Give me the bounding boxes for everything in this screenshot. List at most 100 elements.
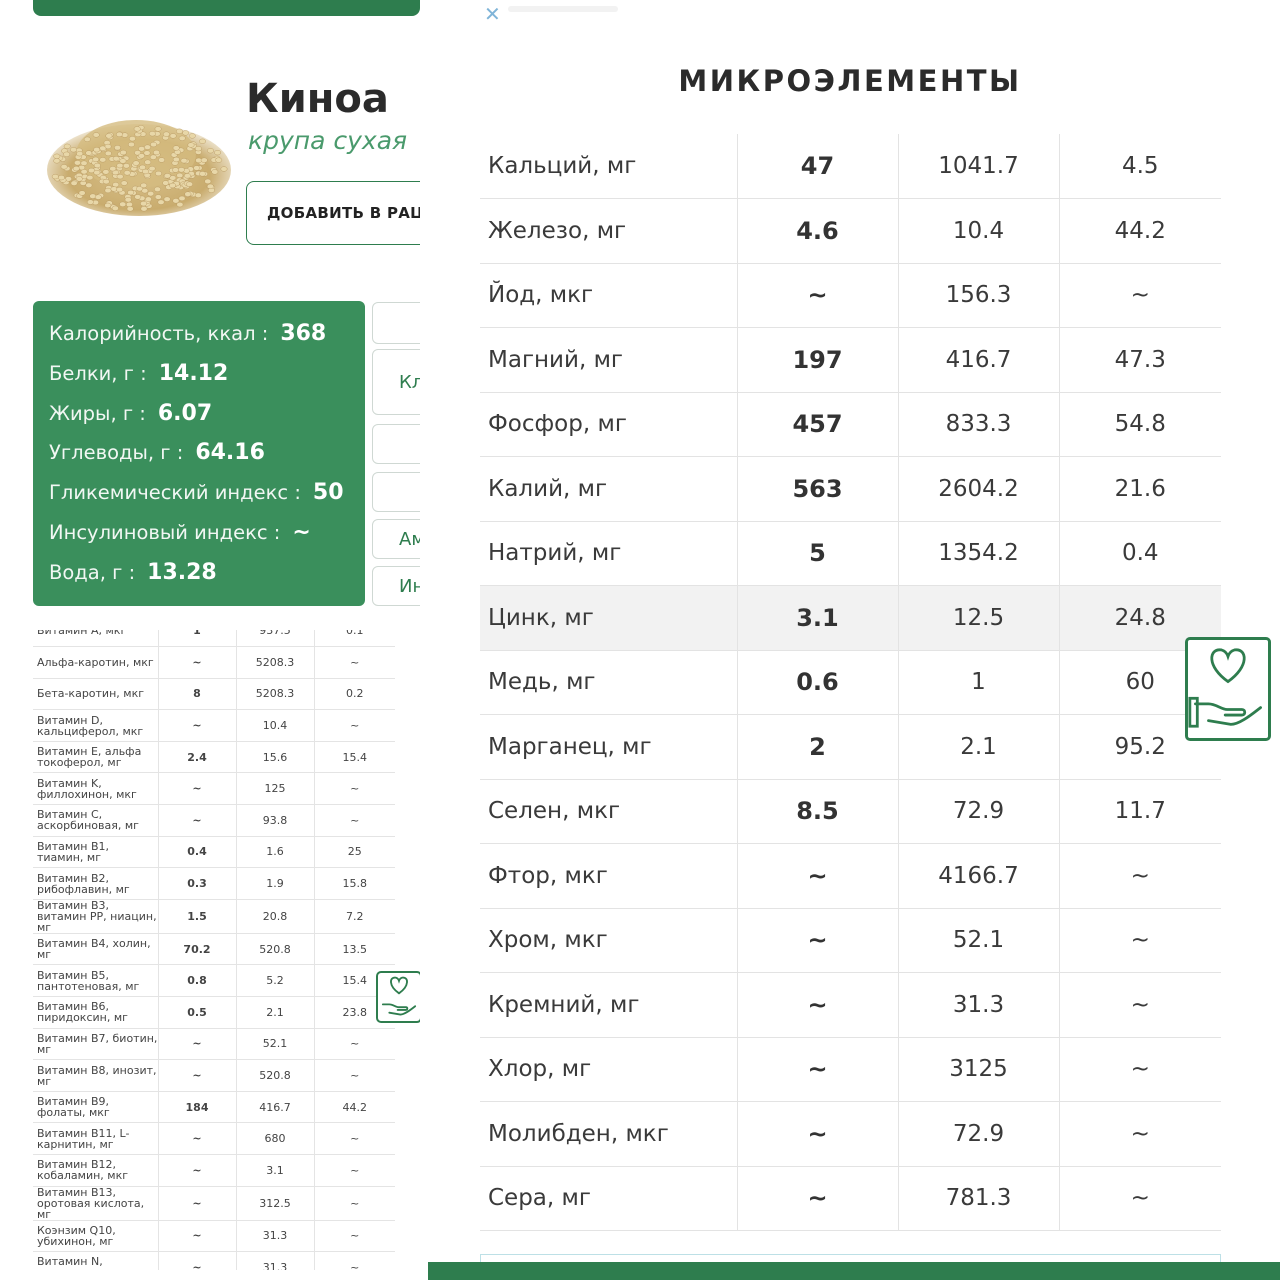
vitamin-daily-norm: 10.4: [236, 709, 315, 742]
table-row: Витамин B11, L-карнитин, мг ~680 ~: [33, 1122, 395, 1155]
element-daily-norm: 12.5: [898, 585, 1060, 651]
table-row: Бета-каротин, мкг 8 5208.3 0.2: [33, 678, 395, 711]
element-amount: ~: [737, 972, 899, 1038]
vitamin-amount: 0.4: [158, 836, 237, 869]
vitamin-daily-norm: 3.1: [236, 1154, 315, 1187]
table-row: Витамин C, аскорбиновая, мг ~93.8 ~: [33, 804, 395, 837]
vitamin-amount: 0.3: [158, 867, 237, 900]
side-tab-button[interactable]: [372, 302, 420, 344]
vitamins-table: Витамин А, мкг 1 937.5 0.1 Альфа-каротин, мк…: [33, 630, 395, 1270]
vitamin-daily-norm: 416.7: [236, 1091, 315, 1124]
vitamin-amount: 1.5: [158, 899, 237, 934]
table-row: Фтор, мкг ~4166.7 ~: [480, 843, 1221, 909]
vitamin-daily-norm: 680: [236, 1122, 315, 1155]
element-percent: 44.2: [1059, 198, 1221, 264]
table-row: Альфа-каротин, мкг ~5208.3 ~: [33, 646, 395, 679]
table-row: Коэнзим Q10, убихинон, мг ~31.3 ~: [33, 1220, 395, 1253]
table-row: Витамин B12, кобаламин, мкг ~3.1 ~: [33, 1154, 395, 1187]
heart-hand-icon[interactable]: [1185, 637, 1271, 741]
vitamins-table-container: Витамин А, мкг 1 937.5 0.1 Альфа-каротин, мк…: [0, 630, 420, 1270]
vitamin-amount: 70.2: [158, 933, 237, 966]
nutrition-value: 368: [280, 321, 327, 346]
nutrition-value: 6.07: [157, 400, 213, 426]
vitamin-name: Витамин C, аскорбиновая, мг: [33, 804, 159, 837]
close-icon[interactable]: ✕: [484, 2, 501, 26]
side-tab-button[interactable]: Кл: [372, 349, 420, 415]
vitamin-amount: ~: [158, 804, 237, 837]
vitamin-amount: ~: [158, 1154, 237, 1187]
vitamin-amount: 0.8: [158, 964, 237, 998]
vitamin-percent: ~: [314, 1154, 395, 1187]
vitamin-daily-norm: 2.1: [236, 996, 315, 1029]
vitamin-name: Витамин B2, рибофлавин, мг: [33, 867, 159, 900]
vitamin-percent: 15.4: [314, 741, 395, 774]
vitamin-daily-norm: 15.6: [236, 741, 315, 774]
side-tab-button[interactable]: Ам: [372, 519, 420, 559]
element-percent: ~: [1059, 1166, 1221, 1231]
side-tab-button[interactable]: Ин: [372, 566, 420, 606]
element-percent: 54.8: [1059, 392, 1221, 457]
table-row: Йод, мкг ~156.3 ~: [480, 263, 1221, 328]
table-row: Фосфор, мг 457 833.3 54.8: [480, 392, 1221, 457]
table-row: Натрий, мг 5 1354.2 0.4: [480, 521, 1221, 586]
vitamin-percent: ~: [314, 1122, 395, 1155]
vitamin-amount: ~: [158, 1251, 237, 1270]
vitamin-daily-norm: 312.5: [236, 1186, 315, 1221]
nutrition-value: 50: [312, 480, 344, 506]
element-amount: 8.5: [737, 779, 899, 844]
table-row: Марганец, мг 2 2.1 95.2: [480, 714, 1221, 780]
element-percent: 21.6: [1059, 456, 1221, 522]
side-tab-button[interactable]: [372, 424, 420, 464]
vitamin-amount: 0.5: [158, 996, 237, 1029]
vitamin-daily-norm: 1.6: [236, 836, 315, 869]
vitamin-amount: ~: [158, 709, 237, 742]
vitamin-amount: ~: [158, 1122, 237, 1155]
element-daily-norm: 10.4: [898, 198, 1060, 264]
vitamin-daily-norm: 5208.3: [236, 678, 315, 711]
element-amount: ~: [737, 843, 899, 909]
vitamin-amount: 2.4: [158, 741, 237, 774]
vitamin-percent: ~: [314, 1028, 395, 1061]
element-daily-norm: 4166.7: [898, 843, 1060, 909]
vitamin-daily-norm: 5.2: [236, 964, 315, 998]
vitamin-daily-norm: 52.1: [236, 1028, 315, 1061]
vitamin-name: Витамин А, мкг: [33, 630, 159, 648]
table-row: Витамин Е, альфа токоферол, мг 2.4 15.6 15.…: [33, 741, 395, 774]
vitamin-percent: ~: [314, 1059, 395, 1092]
vitamin-percent: ~: [314, 1251, 395, 1270]
table-row: Сера, мг ~781.3 ~: [480, 1166, 1221, 1231]
vitamin-name: Витамин B7, биотин, мг: [33, 1028, 159, 1061]
element-percent: ~: [1059, 1037, 1221, 1102]
element-daily-norm: 1041.7: [898, 134, 1060, 199]
table-row: Витамин B7, биотин, мг ~52.1 ~: [33, 1028, 395, 1061]
vitamin-amount: ~: [158, 1028, 237, 1061]
element-name: Фосфор, мг: [480, 392, 738, 457]
nutrition-row: Инсулиновый индекс : ~: [49, 520, 349, 560]
nutrition-row: Жиры, г : 6.07: [49, 401, 349, 441]
element-percent: ~: [1059, 1101, 1221, 1167]
element-amount: 2: [737, 714, 899, 780]
vitamin-name: Витамин B6, пиридоксин, мг: [33, 996, 159, 1029]
vitamin-name: Коэнзим Q10, убихинон, мг: [33, 1220, 159, 1253]
element-percent: ~: [1059, 263, 1221, 328]
element-daily-norm: 52.1: [898, 908, 1060, 973]
nutrition-row: Гликемический индекс : 50: [49, 480, 349, 520]
element-name: Хлор, мг: [480, 1037, 738, 1102]
vitamin-percent: 25: [314, 836, 395, 869]
table-row: Селен, мкг 8.5 72.9 11.7: [480, 779, 1221, 844]
element-amount: 3.1: [737, 585, 899, 651]
nutrition-label: Белки, г :: [49, 361, 147, 385]
heart-hand-icon[interactable]: [376, 971, 420, 1023]
element-percent: ~: [1059, 972, 1221, 1038]
add-to-diet-button[interactable]: ДОБАВИТЬ В РАЦИ: [246, 181, 420, 245]
element-name: Марганец, мг: [480, 714, 738, 780]
vitamin-name: Альфа-каротин, мкг: [33, 646, 159, 679]
vitamin-percent: ~: [314, 1186, 395, 1221]
vitamin-name: Витамин B1, тиамин, мг: [33, 836, 159, 869]
element-name: Калий, мг: [480, 456, 738, 522]
element-daily-norm: 2604.2: [898, 456, 1060, 522]
vitamin-daily-norm: 31.3: [236, 1251, 315, 1270]
side-tab-button[interactable]: [372, 472, 420, 512]
table-row: Витамин B3, витамин PP, ниацин, мг 1.5 20.…: [33, 899, 395, 934]
vitamin-name: Витамин D, кальциферол, мкг: [33, 709, 159, 742]
